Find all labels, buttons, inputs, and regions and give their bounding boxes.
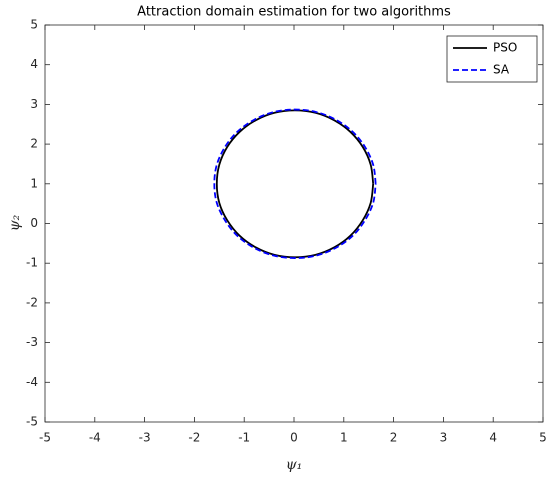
y-tick-label: -1 [26,256,38,270]
x-tick-label: 5 [539,431,547,445]
x-tick-label: 2 [390,431,398,445]
x-tick-label: -3 [139,431,151,445]
plot-area [44,24,544,423]
x-tick-label: -5 [39,431,51,445]
legend-label: SA [493,63,510,77]
y-tick-label: 4 [30,57,38,71]
legend-box [446,35,538,83]
series-line [215,109,375,259]
y-axis-label: ψ₂ [7,214,23,231]
x-axis-label: ψ₁ [286,457,303,473]
x-tick-label: 4 [489,431,497,445]
y-tick-label: 2 [30,137,38,151]
y-tick-label: 0 [30,216,38,230]
x-tick-label: -4 [89,431,101,445]
x-tick-label: -1 [238,431,250,445]
series-line [213,108,377,259]
x-tick-label: 3 [440,431,448,445]
x-tick-label: 1 [340,431,348,445]
y-tick-label: -3 [26,335,38,349]
x-tick-label: 0 [290,431,298,445]
chart-title: Attraction domain estimation for two alg… [137,5,451,20]
y-tick-label: -2 [26,295,38,309]
legend-label: PSO [493,41,517,55]
y-tick-label: 3 [30,97,38,111]
y-tick-label: 1 [30,176,38,190]
y-tick-label: 5 [30,18,38,32]
y-tick-label: -4 [26,375,38,389]
x-tick-label: -2 [188,431,200,445]
y-tick-label: -5 [26,415,38,429]
